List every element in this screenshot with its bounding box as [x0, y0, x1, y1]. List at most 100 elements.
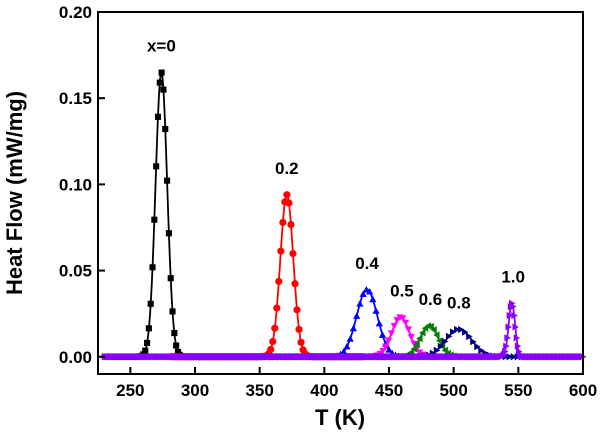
x-tick-label: 600: [569, 381, 597, 400]
data-point: [387, 330, 396, 337]
data-point: [353, 312, 361, 319]
data-point: [410, 345, 417, 353]
data-point: [153, 163, 160, 170]
data-point: [511, 311, 518, 320]
data-point: [273, 304, 281, 312]
data-point: [164, 177, 171, 184]
x-tick-label: 250: [116, 381, 144, 400]
y-tick-label: 0.15: [59, 89, 92, 108]
data-point: [413, 340, 420, 348]
x-tick-label: 550: [504, 381, 532, 400]
series-annotation: 0.6: [419, 290, 443, 309]
data-point: [158, 69, 165, 76]
data-point: [390, 322, 398, 330]
data-point: [462, 328, 469, 336]
data-point: [445, 332, 453, 340]
data-point: [154, 113, 162, 120]
data-point: [503, 342, 510, 350]
series-annotation: 0.4: [355, 254, 379, 273]
data-point: [407, 333, 415, 341]
y-tick-label: 0.05: [59, 262, 92, 281]
data-point: [291, 280, 299, 288]
data-point: [340, 347, 348, 355]
data-point: [424, 322, 432, 330]
y-tick-label: 0.10: [59, 175, 92, 194]
data-point: [427, 322, 434, 331]
data-point: [430, 326, 437, 334]
data-point: [435, 337, 443, 345]
x-axis-label: T (K): [315, 405, 365, 430]
data-point: [506, 311, 514, 320]
data-point: [458, 325, 465, 334]
x-tick-label: 500: [439, 381, 467, 400]
series-layer: [101, 69, 587, 361]
data-point: [295, 325, 303, 334]
data-point: [385, 346, 393, 353]
data-point: [510, 303, 517, 311]
data-point: [378, 331, 387, 338]
data-point: [293, 306, 301, 314]
data-point: [416, 335, 423, 343]
data-point: [474, 342, 481, 351]
data-point: [404, 326, 412, 333]
series-annotation: x=0: [147, 37, 176, 56]
data-point: [297, 338, 305, 346]
series-line: [171, 193, 364, 358]
y-tick-label: 0.20: [59, 3, 92, 22]
data-point: [401, 319, 410, 327]
data-point: [287, 220, 295, 229]
ticks-layer: [98, 11, 584, 374]
data-point: [285, 199, 293, 207]
data-point: [165, 230, 172, 237]
data-point: [151, 216, 158, 223]
data-point: [142, 347, 149, 354]
data-point: [145, 325, 152, 332]
data-point: [359, 290, 367, 297]
data-point: [275, 277, 283, 286]
labels-layer: 250 300 350 400 450 500 550 600 0.00 0.05 0.10 0.15…: [59, 3, 597, 400]
data-point: [349, 324, 358, 332]
data-point: [382, 343, 390, 351]
data-point: [160, 86, 167, 93]
data-point: [466, 332, 473, 341]
data-point: [277, 247, 285, 255]
annotation-layer: x=0 0.2 0.4 0.5 0.6 0.8 1.0: [147, 37, 525, 313]
data-point: [162, 125, 169, 133]
y-axis-label: Heat Flow (mW/mg): [2, 91, 27, 295]
data-point: [343, 342, 351, 350]
data-point: [279, 218, 287, 227]
series-annotation: 0.2: [275, 159, 299, 178]
data-point: [167, 275, 174, 282]
data-point: [418, 329, 426, 337]
data-point: [433, 331, 440, 339]
data-point: [454, 325, 461, 334]
data-point: [470, 338, 477, 346]
data-point: [269, 337, 277, 346]
data-point: [502, 347, 509, 356]
x-tick-label: 400: [310, 381, 338, 400]
data-point: [144, 339, 151, 346]
data-point: [433, 346, 441, 354]
y-tick-label: 0.00: [59, 348, 92, 367]
data-point: [366, 288, 374, 295]
data-point: [271, 324, 279, 332]
data-point: [441, 337, 449, 346]
data-point: [356, 300, 364, 307]
x-tick-label: 450: [375, 381, 403, 400]
data-point: [267, 345, 275, 354]
data-point: [149, 264, 156, 271]
data-point: [510, 353, 518, 361]
x-tick-label: 350: [245, 381, 273, 400]
data-point: [506, 353, 514, 361]
series-x=0: [103, 69, 185, 360]
data-point: [169, 308, 176, 315]
series-annotation: 1.0: [501, 268, 525, 287]
plot-frame: [97, 11, 584, 375]
series-annotation: 0.8: [447, 293, 471, 312]
series-1.0: [101, 299, 587, 361]
x-tick-label: 300: [181, 381, 209, 400]
data-point: [289, 249, 297, 258]
data-point: [173, 342, 180, 349]
data-point: [505, 323, 512, 331]
